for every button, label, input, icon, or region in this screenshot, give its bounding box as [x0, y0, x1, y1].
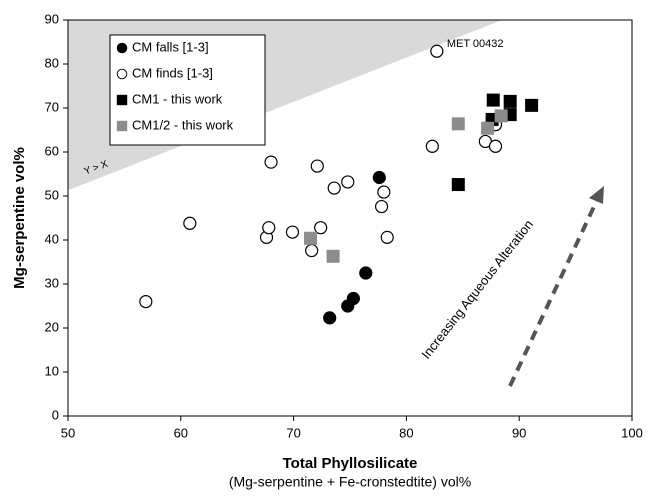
point: [341, 175, 355, 189]
x-axis-label: Total Phyllosilicate: [283, 455, 418, 472]
y-axis-label: Mg-serpentine vol%: [11, 147, 28, 289]
x-tick-label: 90: [512, 425, 526, 440]
point: [139, 295, 153, 309]
point: [310, 159, 324, 173]
point: [359, 266, 373, 280]
legend-marker: [116, 120, 128, 132]
legend-box: [109, 34, 266, 146]
point: [377, 185, 391, 199]
arrow-head: [589, 186, 604, 204]
annotation: MET 00432: [447, 38, 504, 50]
point: [380, 230, 394, 244]
x-tick-label: 100: [621, 425, 643, 440]
y-tick-label: 0: [52, 407, 59, 422]
point: [494, 109, 508, 123]
y-tick-label: 20: [45, 319, 59, 334]
y-tick-label: 80: [45, 55, 59, 70]
point: [451, 117, 465, 131]
y-tick-label: 10: [45, 363, 59, 378]
point: [503, 94, 517, 108]
point: [304, 231, 318, 245]
x-tick-label: 60: [174, 425, 188, 440]
point: [314, 221, 328, 235]
point: [488, 139, 503, 153]
plot-frame: [67, 19, 633, 417]
legend-marker: [116, 68, 128, 80]
point: [183, 216, 197, 230]
point: [451, 178, 465, 192]
y-tick-label: 50: [45, 187, 59, 202]
y-tick-label: 40: [45, 231, 59, 246]
y-tick-label: 90: [45, 11, 59, 26]
legend-label: CM1 - this work: [132, 91, 223, 106]
legend-marker: [116, 94, 128, 106]
x-tick-label: 50: [61, 425, 75, 440]
point: [264, 155, 278, 169]
point: [323, 311, 337, 325]
point: [372, 170, 386, 185]
annotation: Increasing Aqueous Alteration: [418, 217, 536, 362]
point: [525, 98, 539, 112]
x-tick-label: 80: [399, 425, 413, 440]
point: [486, 93, 500, 107]
y-tick-label: 70: [45, 99, 59, 114]
arrow-line: [508, 197, 600, 387]
y-tick-label: 30: [45, 275, 59, 290]
y-tick-label: 60: [45, 143, 59, 158]
legend-label: CM1/2 - this work: [132, 117, 234, 132]
legend-label: CM finds [1-3]: [132, 65, 213, 80]
point: [425, 139, 439, 153]
point: [374, 199, 389, 214]
legend-label: CM falls [1-3]: [132, 39, 209, 54]
point: [481, 121, 495, 135]
point: [285, 225, 300, 239]
x-tick-label: 70: [286, 425, 300, 440]
x-axis-sublabel: (Mg-serpentine + Fe-cronstedtite) vol%: [229, 474, 471, 490]
point: [430, 44, 444, 58]
point: [262, 221, 276, 235]
point: [326, 249, 340, 263]
point: [346, 291, 360, 306]
point: [327, 181, 341, 195]
point: [305, 243, 319, 258]
legend-marker: [116, 42, 128, 54]
